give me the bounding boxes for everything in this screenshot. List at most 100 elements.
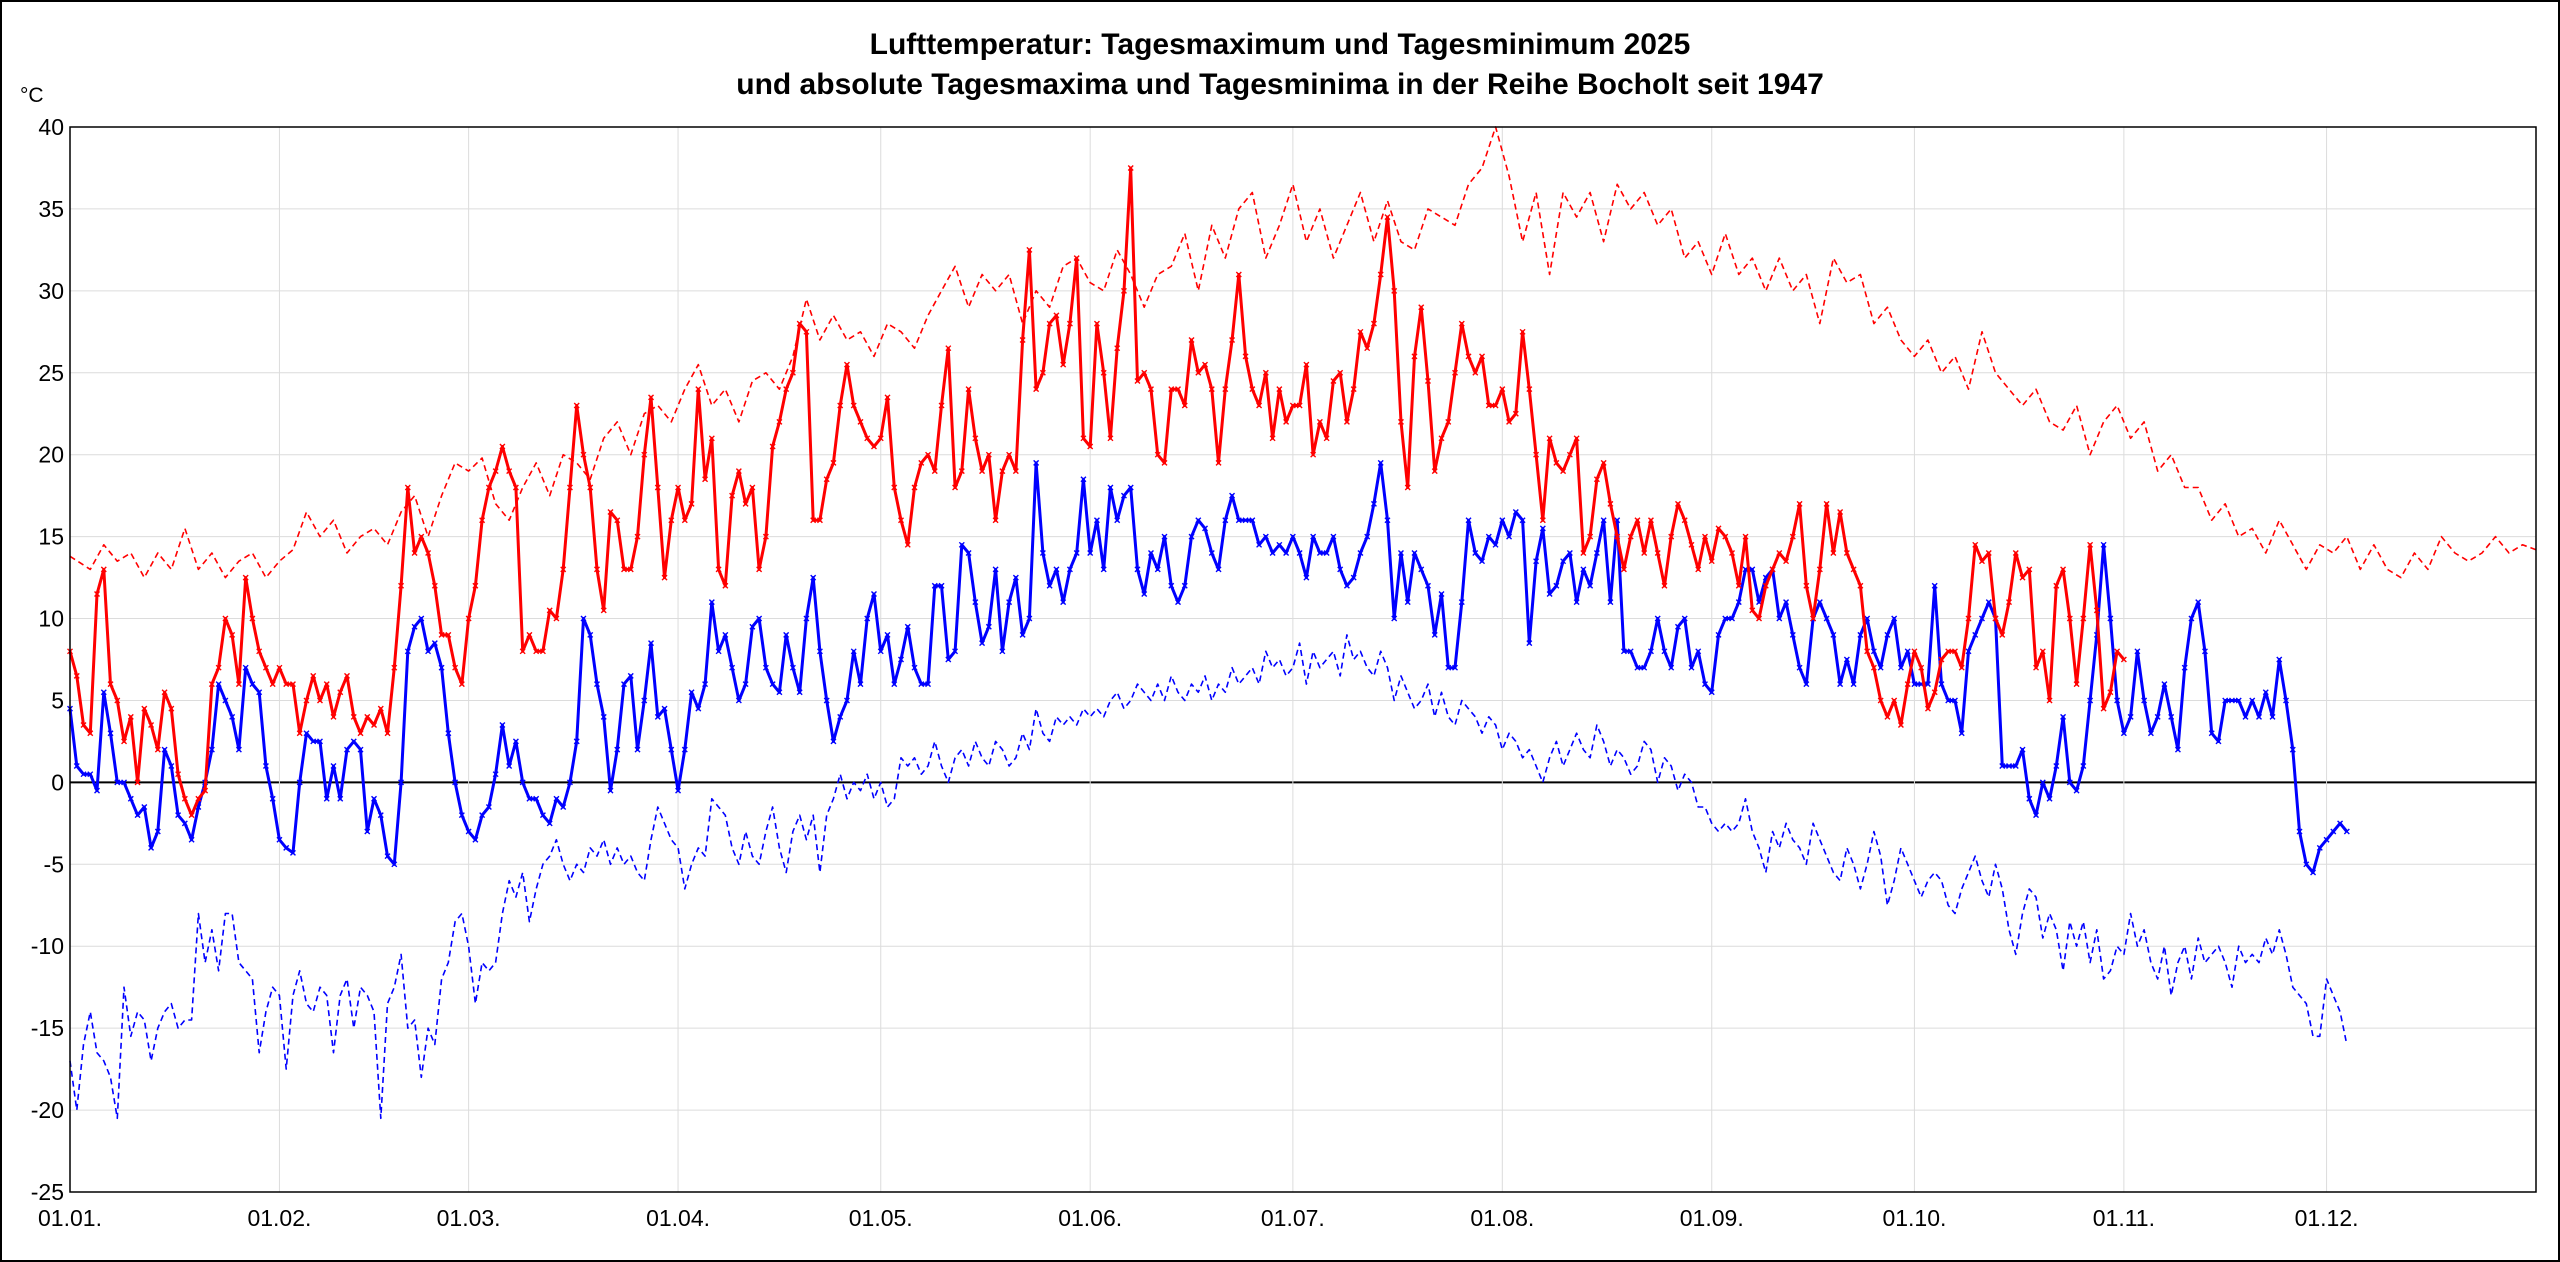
data-point-marker [337, 795, 344, 802]
data-point-marker [100, 689, 107, 696]
data-point-marker [1195, 369, 1202, 376]
data-point-marker [512, 484, 519, 491]
data-point-marker [1242, 517, 1249, 524]
data-point-marker [1627, 533, 1634, 540]
data-point-marker [837, 713, 844, 720]
data-point-marker [1397, 418, 1404, 425]
data-point-marker [100, 566, 107, 573]
data-point-marker [958, 541, 965, 548]
data-point-marker [1668, 664, 1675, 671]
data-point-marker [114, 697, 121, 704]
data-point-marker [1553, 459, 1560, 466]
data-point-marker [242, 574, 249, 581]
data-point-marker [1600, 517, 1607, 524]
data-point-marker [1256, 402, 1263, 409]
data-point-marker [249, 615, 256, 622]
data-point-marker [1276, 386, 1283, 393]
data-point-marker [1357, 328, 1364, 335]
data-point-marker [972, 435, 979, 442]
data-point-marker [114, 779, 121, 786]
data-point-marker [1647, 648, 1654, 655]
data-point-marker [560, 566, 567, 573]
data-point-marker [1641, 664, 1648, 671]
data-point-marker [1560, 468, 1567, 475]
data-point-marker [1107, 435, 1114, 442]
data-point-marker [2168, 713, 2175, 720]
data-point-marker [1235, 517, 1242, 524]
data-point-marker [1843, 550, 1850, 556]
data-point-marker [783, 631, 790, 638]
data-point-marker [1870, 664, 1877, 671]
data-point-marker [1080, 476, 1087, 483]
data-point-marker [958, 468, 965, 475]
data-point-marker [1756, 615, 1763, 622]
data-point-marker [1060, 599, 1067, 606]
data-point-marker [283, 681, 290, 688]
data-point-marker [1208, 386, 1215, 393]
x-tick-label: 01.07. [1261, 1205, 1325, 1231]
data-point-marker [256, 648, 263, 655]
data-point-marker [1175, 599, 1182, 606]
data-point-marker [627, 566, 634, 573]
data-point-marker [641, 697, 648, 704]
series-record-max [69, 126, 2537, 579]
data-point-marker [188, 836, 195, 843]
data-point-marker [2033, 664, 2040, 671]
data-point-marker [1661, 648, 1668, 655]
y-tick-label: -5 [44, 851, 64, 877]
data-point-marker [1715, 631, 1722, 638]
data-point-marker [1546, 435, 1553, 442]
data-point-marker [80, 722, 87, 729]
data-point-marker [445, 631, 452, 638]
data-point-marker [1303, 574, 1310, 581]
data-point-marker [2087, 541, 2094, 548]
data-point-marker [350, 713, 357, 720]
data-point-marker [1229, 492, 1236, 499]
data-point-marker [330, 713, 337, 720]
series-min-2025 [67, 459, 2350, 876]
data-point-marker [1512, 410, 1519, 417]
data-point-marker [2188, 615, 2195, 622]
data-point-marker [1431, 631, 1438, 638]
data-point-marker [1634, 664, 1641, 671]
data-point-marker [330, 763, 337, 769]
data-point-marker [648, 394, 655, 401]
data-point-marker [1350, 574, 1357, 581]
data-point-marker [1634, 517, 1641, 524]
data-point-marker [648, 640, 655, 647]
data-point-marker [2276, 656, 2283, 663]
data-point-marker [1147, 386, 1154, 393]
data-point-marker [1965, 615, 1972, 622]
data-point-marker [229, 713, 236, 720]
data-point-marker [208, 746, 215, 753]
data-point-marker [1222, 386, 1229, 393]
data-point-marker [2080, 615, 2087, 622]
data-point-marker [2310, 869, 2317, 876]
data-point-marker [546, 820, 553, 827]
data-point-marker [661, 705, 668, 712]
data-point-marker [262, 763, 269, 769]
series-max-2025 [67, 164, 2127, 819]
data-point-marker [668, 746, 675, 753]
data-point-marker [1168, 582, 1175, 589]
data-point-marker [965, 550, 972, 556]
y-tick-label: 30 [38, 278, 64, 304]
data-point-marker [1026, 246, 1033, 253]
data-point-marker [1370, 320, 1377, 327]
data-point-marker [2161, 681, 2168, 688]
data-point-marker [1803, 582, 1810, 589]
data-point-marker [316, 697, 323, 704]
data-point-marker [249, 681, 256, 688]
plot-area-border [69, 126, 2537, 1193]
data-point-marker [1337, 369, 1344, 376]
data-point-marker [1370, 500, 1377, 507]
data-point-marker [337, 689, 344, 696]
data-point-marker [1674, 500, 1681, 507]
data-point-marker [289, 681, 296, 688]
data-point-marker [1269, 435, 1276, 442]
data-point-marker [2147, 730, 2154, 737]
data-point-marker [1911, 648, 1918, 655]
y-tick-label: 5 [51, 687, 64, 713]
chart-subtitle: und absolute Tagesmaxima und Tagesminima… [736, 68, 1824, 101]
data-point-marker [1681, 517, 1688, 524]
